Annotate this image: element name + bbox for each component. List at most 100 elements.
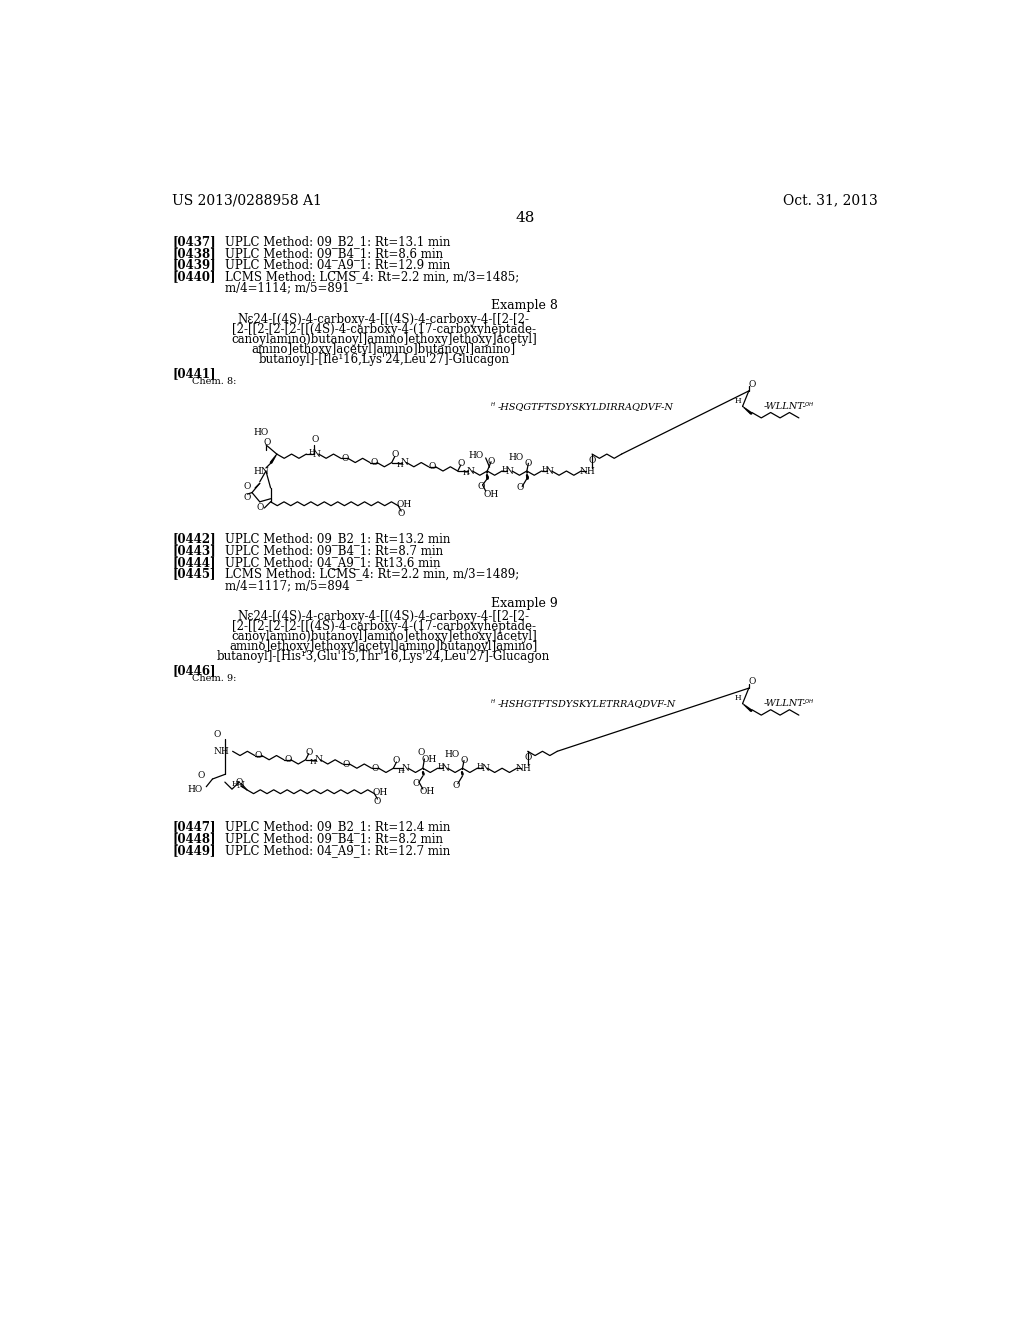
Text: O: O — [487, 457, 495, 466]
Text: O: O — [341, 454, 348, 463]
Text: H: H — [734, 397, 741, 405]
Text: $^{OH}$: $^{OH}$ — [804, 700, 814, 708]
Text: H: H — [734, 694, 741, 702]
Text: Example 9: Example 9 — [492, 597, 558, 610]
Text: H: H — [310, 758, 316, 766]
Text: [0442]: [0442] — [172, 533, 216, 545]
Text: LCMS Method: LCMS_4: Rt=2.2 min, m/3=1489;: LCMS Method: LCMS_4: Rt=2.2 min, m/3=148… — [225, 568, 519, 581]
Text: H: H — [231, 780, 239, 788]
Text: O: O — [477, 482, 484, 491]
Text: amino]ethoxy]acetyl]amino]butanoyl]amino]: amino]ethoxy]acetyl]amino]butanoyl]amino… — [252, 343, 516, 356]
Text: Example 8: Example 8 — [492, 300, 558, 313]
Text: O: O — [264, 438, 271, 447]
Text: m/4=1117; m/5=894: m/4=1117; m/5=894 — [225, 579, 349, 591]
Text: O: O — [236, 777, 243, 787]
Text: N: N — [401, 764, 410, 772]
Text: N: N — [441, 764, 450, 772]
Text: $^{H}$: $^{H}$ — [489, 403, 496, 411]
Text: m/4=1114; m/5=891: m/4=1114; m/5=891 — [225, 281, 349, 294]
Text: O: O — [589, 455, 596, 465]
Text: O: O — [244, 482, 251, 491]
Text: [0446]: [0446] — [172, 664, 216, 677]
Text: OH: OH — [396, 500, 412, 508]
Text: -HSQGTFTSDYSKYLDIRRAQDVF-N: -HSQGTFTSDYSKYLDIRRAQDVF-N — [498, 401, 674, 411]
Text: Nε24-[(4S)-4-carboxy-4-[[(4S)-4-carboxy-4-[[2-[2-: Nε24-[(4S)-4-carboxy-4-[[(4S)-4-carboxy-… — [238, 313, 529, 326]
Text: HO: HO — [187, 785, 203, 795]
Text: [0449]: [0449] — [172, 843, 216, 857]
Text: O: O — [371, 458, 378, 467]
Text: O: O — [524, 459, 532, 467]
Text: O: O — [244, 492, 251, 502]
Text: canoylamino)butanoyl]amino]ethoxy]ethoxy]acetyl]: canoylamino)butanoyl]amino]ethoxy]ethoxy… — [230, 631, 537, 643]
Text: -WLLNT-: -WLLNT- — [764, 401, 806, 411]
Text: O: O — [256, 503, 263, 512]
Text: N: N — [314, 755, 322, 764]
Text: O: O — [343, 759, 350, 768]
Text: -WLLNT-: -WLLNT- — [764, 700, 806, 708]
Text: N: N — [546, 466, 553, 475]
Text: O: O — [418, 748, 425, 758]
Text: OH: OH — [483, 490, 499, 499]
Text: [2-[[2-[2-[2-[[(4S)-4-carboxy-4-(17-carboxyheptade-: [2-[[2-[2-[2-[[(4S)-4-carboxy-4-(17-carb… — [231, 323, 536, 337]
Text: UPLC Method: 09_B2_1: Rt=13.2 min: UPLC Method: 09_B2_1: Rt=13.2 min — [225, 533, 451, 545]
Text: $^{H}$: $^{H}$ — [489, 700, 496, 708]
Text: UPLC Method: 09_B4_1: Rt=8.6 min: UPLC Method: 09_B4_1: Rt=8.6 min — [225, 247, 443, 260]
Text: butanoyl]-[Ile¹16,Lys'24,Leu'27]-Glucagon: butanoyl]-[Ile¹16,Lys'24,Leu'27]-Glucago… — [258, 354, 509, 366]
Text: butanoyl]-[His¹3,Glu'15,Thr'16,Lys'24,Leu'27]-Glucagon: butanoyl]-[His¹3,Glu'15,Thr'16,Lys'24,Le… — [217, 651, 550, 664]
Text: O: O — [413, 779, 421, 788]
Text: O: O — [749, 380, 757, 389]
Text: Nε24-[(4S)-4-carboxy-4-[[(4S)-4-carboxy-4-[[2-[2-: Nε24-[(4S)-4-carboxy-4-[[(4S)-4-carboxy-… — [238, 610, 529, 623]
Text: Chem. 9:: Chem. 9: — [191, 675, 236, 684]
Text: H: H — [542, 465, 548, 473]
Text: O: O — [213, 730, 221, 739]
Text: O: O — [198, 771, 206, 780]
Text: N: N — [506, 466, 514, 475]
Text: HO: HO — [444, 750, 459, 759]
Text: H: H — [462, 470, 469, 478]
Text: HO: HO — [254, 428, 268, 437]
Text: HO: HO — [468, 451, 483, 461]
Text: O: O — [524, 752, 531, 762]
Text: UPLC Method: 09_B4_1: Rt=8.2 min: UPLC Method: 09_B4_1: Rt=8.2 min — [225, 832, 442, 845]
Text: Oct. 31, 2013: Oct. 31, 2013 — [782, 193, 878, 207]
Text: UPLC Method: 09_B2_1: Rt=12.4 min: UPLC Method: 09_B2_1: Rt=12.4 min — [225, 821, 451, 834]
Text: O: O — [453, 780, 460, 789]
Text: NH: NH — [580, 466, 595, 475]
Text: O: O — [391, 450, 398, 459]
Text: O: O — [393, 756, 400, 766]
Text: [0439]: [0439] — [172, 259, 216, 272]
Text: O: O — [461, 756, 468, 766]
Text: amino]ethoxy]ethoxy]acetyl]amino]butanoyl]amino]: amino]ethoxy]ethoxy]acetyl]amino]butanoy… — [229, 640, 538, 653]
Text: UPLC Method: 04_A9_1: Rt=12.7 min: UPLC Method: 04_A9_1: Rt=12.7 min — [225, 843, 451, 857]
Text: [0447]: [0447] — [172, 821, 216, 834]
Text: HO: HO — [508, 453, 523, 462]
Text: HN: HN — [253, 466, 269, 475]
Text: O: O — [372, 764, 379, 772]
Text: [0438]: [0438] — [172, 247, 216, 260]
Text: [0445]: [0445] — [172, 568, 216, 581]
Text: O: O — [305, 747, 312, 756]
Text: H: H — [502, 465, 508, 473]
Text: UPLC Method: 04_A9_1: Rt13.6 min: UPLC Method: 04_A9_1: Rt13.6 min — [225, 556, 440, 569]
Text: LCMS Method: LCMS_4: Rt=2.2 min, m/3=1485;: LCMS Method: LCMS_4: Rt=2.2 min, m/3=148… — [225, 271, 519, 282]
Text: [0443]: [0443] — [172, 544, 216, 557]
Text: N: N — [466, 466, 474, 475]
Text: UPLC Method: 09_B2_1: Rt=13.1 min: UPLC Method: 09_B2_1: Rt=13.1 min — [225, 235, 451, 248]
Text: H: H — [308, 447, 315, 455]
Text: [0448]: [0448] — [172, 832, 216, 845]
Text: H: H — [477, 762, 483, 770]
Text: H: H — [396, 461, 402, 469]
Text: O: O — [311, 436, 318, 444]
Text: H: H — [397, 767, 404, 775]
Text: O: O — [517, 483, 524, 492]
Text: OH: OH — [422, 755, 436, 763]
Text: O: O — [284, 755, 292, 764]
Text: canoylamino)butanoyl]amino]ethoxy]ethoxy]acetyl]: canoylamino)butanoyl]amino]ethoxy]ethoxy… — [230, 333, 537, 346]
Text: [2-[[2-[2-[2-[[(4S)-4-carboxy-4-(17-carboxyheptade-: [2-[[2-[2-[2-[[(4S)-4-carboxy-4-(17-carb… — [231, 620, 536, 634]
Text: O: O — [429, 462, 436, 471]
Text: N: N — [400, 458, 409, 467]
Text: O: O — [457, 459, 465, 467]
Text: N: N — [481, 764, 488, 772]
Text: 48: 48 — [515, 211, 535, 224]
Text: UPLC Method: 04_A9_1: Rt=12.9 min: UPLC Method: 04_A9_1: Rt=12.9 min — [225, 259, 451, 272]
